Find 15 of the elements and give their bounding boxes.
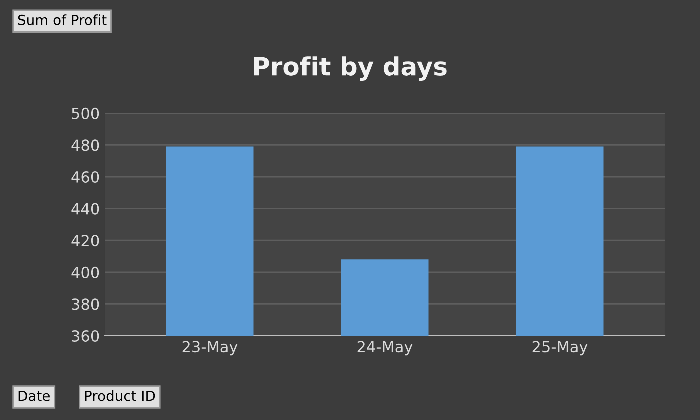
y-tick-label: 440 xyxy=(72,203,100,215)
chart-title: Profit by days xyxy=(254,56,447,81)
text: Date xyxy=(18,390,50,402)
y-tick-label: 500 xyxy=(72,108,100,120)
x-tick-label: 24-May xyxy=(358,341,413,356)
y-tick-label: 400 xyxy=(72,266,100,278)
y-tick-label: 480 xyxy=(72,140,100,152)
text: Product ID xyxy=(85,390,156,402)
y-tick-label: 420 xyxy=(72,235,100,247)
y-tick-label: 360 xyxy=(72,330,100,342)
x-tick-label: 23-May xyxy=(182,341,238,356)
text: Sum of Profit xyxy=(18,14,107,26)
x-tick-label: 25-May xyxy=(532,341,588,356)
y-tick-label: 460 xyxy=(72,171,100,184)
y-tick-label: 380 xyxy=(72,298,100,310)
